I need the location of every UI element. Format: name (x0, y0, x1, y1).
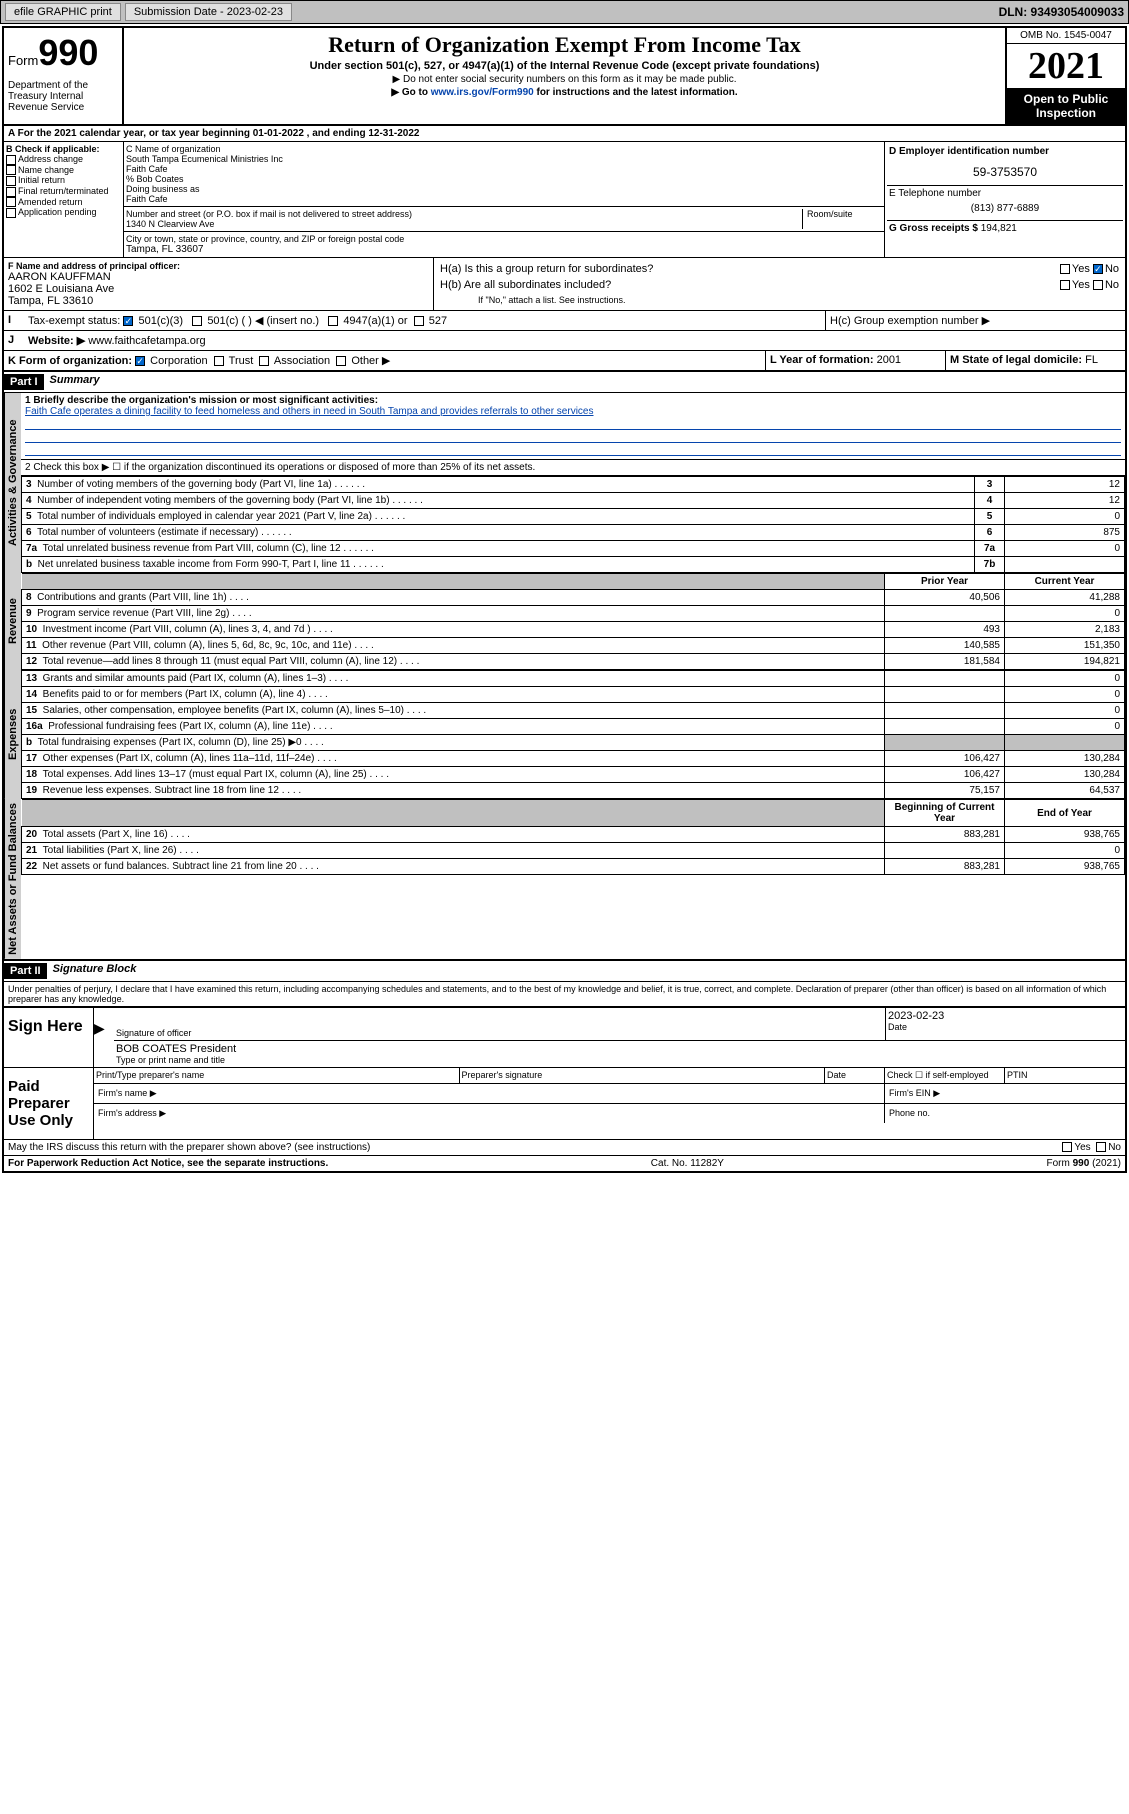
checkbox-address-change[interactable] (6, 155, 16, 165)
top-bar: efile GRAPHIC print Submission Date - 20… (0, 0, 1129, 24)
part1-title: Summary (44, 374, 100, 390)
table-row: 14 Benefits paid to or for members (Part… (22, 687, 1125, 703)
checkbox-other[interactable] (336, 356, 346, 366)
checkbox-app-pending[interactable] (6, 208, 16, 218)
omb-number: OMB No. 1545-0047 (1007, 28, 1125, 44)
form-subtitle: Under section 501(c), 527, or 4947(a)(1)… (128, 60, 1001, 72)
table-row: 19 Revenue less expenses. Subtract line … (22, 783, 1125, 799)
block-d-ein: D Employer identification number 59-3753… (885, 142, 1125, 257)
table-row: 9 Program service revenue (Part VIII, li… (22, 606, 1125, 622)
checkbox-assoc[interactable] (259, 356, 269, 366)
net-assets-table: Beginning of Current YearEnd of Year 20 … (21, 799, 1125, 875)
table-row: 10 Investment income (Part VIII, column … (22, 622, 1125, 638)
table-row: 22 Net assets or fund balances. Subtract… (22, 859, 1125, 875)
form-header: Form990 Department of the Treasury Inter… (4, 28, 1125, 126)
paid-preparer-label: Paid Preparer Use Only (4, 1068, 94, 1139)
block-f-officer: F Name and address of principal officer:… (4, 258, 434, 310)
table-row: b Total fundraising expenses (Part IX, c… (22, 735, 1125, 751)
table-row: 11 Other revenue (Part VIII, column (A),… (22, 638, 1125, 654)
irs-discuss-row: May the IRS discuss this return with the… (4, 1140, 1125, 1156)
table-row: 17 Other expenses (Part IX, column (A), … (22, 751, 1125, 767)
block-c-org-info: C Name of organization South Tampa Ecume… (124, 142, 885, 257)
side-label-revenue: Revenue (4, 573, 21, 670)
instr-link: ▶ Go to www.irs.gov/Form990 for instruct… (128, 87, 1001, 98)
checkbox-ha-yes[interactable] (1060, 264, 1070, 274)
ein-value: 59-3753570 (887, 159, 1123, 185)
form-title: Return of Organization Exempt From Incom… (128, 32, 1001, 58)
expenses-table: 13 Grants and similar amounts paid (Part… (21, 670, 1125, 799)
table-row: 12 Total revenue—add lines 8 through 11 … (22, 654, 1125, 670)
table-row: 21 Total liabilities (Part X, line 26) .… (22, 843, 1125, 859)
table-row: 13 Grants and similar amounts paid (Part… (22, 671, 1125, 687)
checkbox-final-return[interactable] (6, 187, 16, 197)
tax-year: 2021 (1007, 44, 1125, 88)
table-row: 16a Professional fundraising fees (Part … (22, 719, 1125, 735)
checkbox-hb-yes[interactable] (1060, 280, 1070, 290)
row-i-tax-status: Tax-exempt status: 501(c)(3) 501(c) ( ) … (24, 311, 825, 330)
checkbox-discuss-no[interactable] (1096, 1142, 1106, 1152)
checkbox-amended[interactable] (6, 197, 16, 207)
table-row: 5 Total number of individuals employed i… (22, 509, 1125, 525)
row-j-website: Website: ▶ www.faithcafetampa.org (24, 331, 1125, 350)
penalty-statement: Under penalties of perjury, I declare th… (4, 982, 1125, 1007)
instr-ssn: ▶ Do not enter social security numbers o… (128, 74, 1001, 85)
revenue-table: Prior YearCurrent Year 8 Contributions a… (21, 573, 1125, 670)
checkbox-hb-no[interactable] (1093, 280, 1103, 290)
checkbox-corp[interactable] (135, 356, 145, 366)
phone-value: (813) 877-6889 (889, 199, 1121, 218)
table-row: 6 Total number of volunteers (estimate i… (22, 525, 1125, 541)
officer-name: BOB COATES President (116, 1043, 1123, 1055)
part2-title: Signature Block (47, 963, 137, 979)
dept-label: Department of the Treasury Internal Reve… (8, 74, 118, 113)
table-row: 4 Number of independent voting members o… (22, 493, 1125, 509)
sig-date: 2023-02-23 (888, 1010, 1123, 1022)
table-row: 7a Total unrelated business revenue from… (22, 541, 1125, 557)
side-label-net: Net Assets or Fund Balances (4, 799, 21, 959)
submission-date-button[interactable]: Submission Date - 2023-02-23 (125, 3, 292, 21)
row-m-state: M State of legal domicile: FL (945, 351, 1125, 370)
checkbox-discuss-yes[interactable] (1062, 1142, 1072, 1152)
form-990: Form990 Department of the Treasury Inter… (2, 26, 1127, 1173)
gross-receipts: 194,821 (981, 223, 1017, 234)
line-a-period: A For the 2021 calendar year, or tax yea… (4, 126, 1125, 142)
checkbox-name-change[interactable] (6, 165, 16, 175)
row-l-year: L Year of formation: 2001 (765, 351, 945, 370)
arrow-icon: ▶ (94, 1008, 114, 1067)
table-row: b Net unrelated business taxable income … (22, 557, 1125, 573)
form-number: Form990 (8, 32, 118, 74)
table-row: 18 Total expenses. Add lines 13–17 (must… (22, 767, 1125, 783)
side-label-expenses: Expenses (4, 670, 21, 799)
irs-link[interactable]: www.irs.gov/Form990 (431, 87, 534, 98)
efile-print-button[interactable]: efile GRAPHIC print (5, 3, 121, 21)
side-label-governance: Activities & Governance (4, 393, 21, 573)
checkbox-527[interactable] (414, 316, 424, 326)
line-1-mission: 1 Briefly describe the organization's mi… (21, 393, 1125, 460)
part1-header: Part I (4, 374, 44, 390)
block-b-checkboxes: B Check if applicable: Address change Na… (4, 142, 124, 257)
checkbox-initial-return[interactable] (6, 176, 16, 186)
block-hc: H(c) Group exemption number ▶ (825, 311, 1125, 330)
checkbox-4947[interactable] (328, 316, 338, 326)
checkbox-501c[interactable] (192, 316, 202, 326)
table-row: 8 Contributions and grants (Part VIII, l… (22, 590, 1125, 606)
footer: For Paperwork Reduction Act Notice, see … (4, 1156, 1125, 1171)
dln-label: DLN: 93493054009033 (999, 5, 1124, 19)
checkbox-ha-no[interactable] (1093, 264, 1103, 274)
table-row: 20 Total assets (Part X, line 16) . . . … (22, 827, 1125, 843)
checkbox-501c3[interactable] (123, 316, 133, 326)
sign-here-label: Sign Here (4, 1008, 94, 1067)
table-row: 15 Salaries, other compensation, employe… (22, 703, 1125, 719)
checkbox-trust[interactable] (214, 356, 224, 366)
part2-header: Part II (4, 963, 47, 979)
line-2: 2 Check this box ▶ ☐ if the organization… (21, 460, 1125, 476)
governance-table: 3 Number of voting members of the govern… (21, 476, 1125, 573)
row-k-form-org: K Form of organization: Corporation Trus… (4, 351, 765, 370)
block-h: H(a) Is this a group return for subordin… (434, 258, 1125, 310)
table-row: 3 Number of voting members of the govern… (22, 477, 1125, 493)
inspection-label: Open to Public Inspection (1007, 88, 1125, 124)
